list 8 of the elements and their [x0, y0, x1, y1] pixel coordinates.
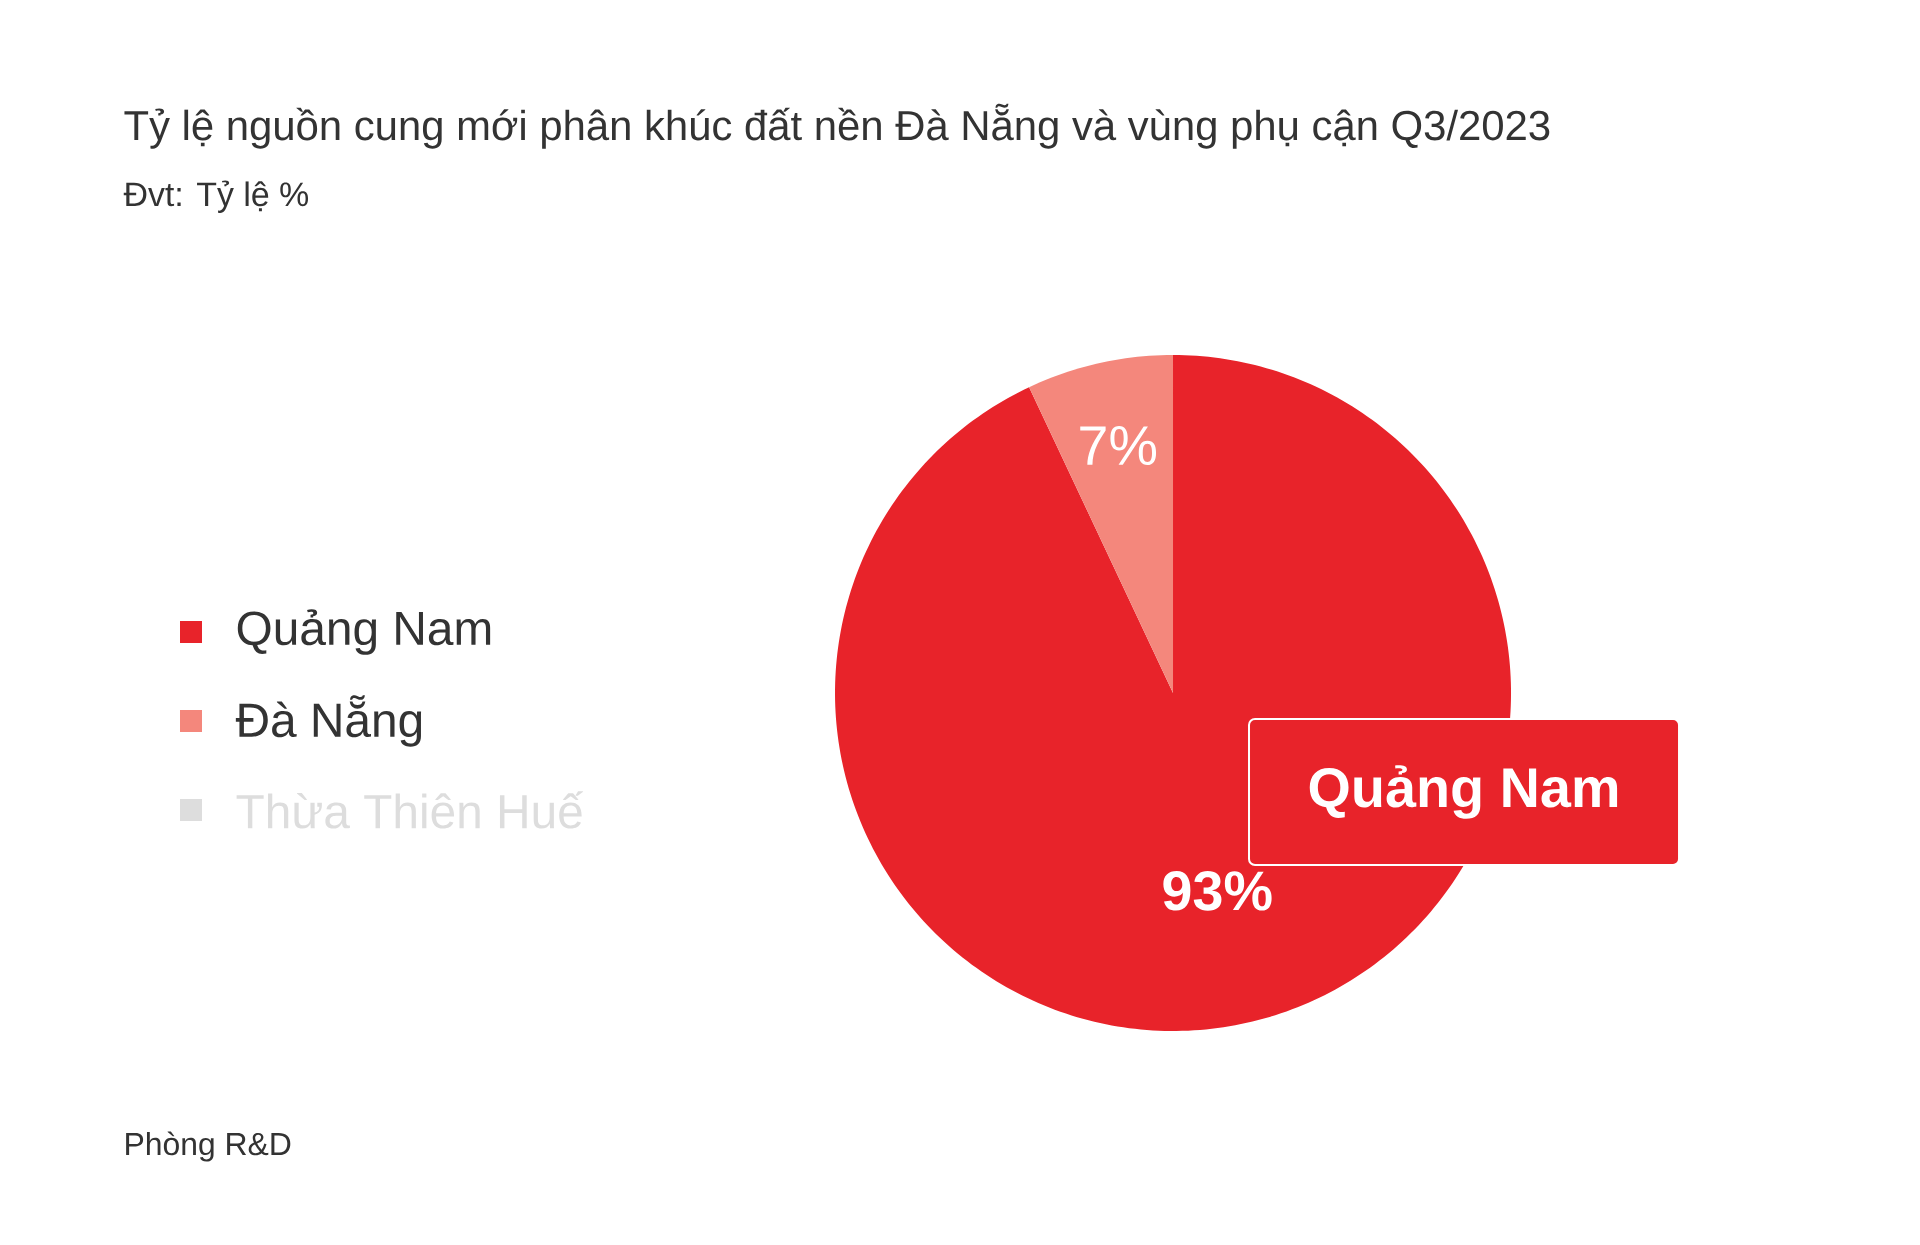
data-label: 7% — [1080, 426, 1157, 466]
text: Quảng Nam — [1309, 765, 1618, 819]
legend-label: Quảng Nam — [237, 609, 491, 655]
chart-subtitle: Đvt: Tỷ lệ % — [123, 180, 309, 214]
chart-title: Tỷ lệ nguồn cung mới phân khúc đất nền Đà Nẵng và vùng phụ cận Q3/2023 — [124, 103, 1550, 149]
data-label: 93% — [1163, 871, 1272, 911]
text: Phòng R&D — [126, 1131, 291, 1162]
legend-label: Đà Nẵng — [235, 695, 422, 747]
